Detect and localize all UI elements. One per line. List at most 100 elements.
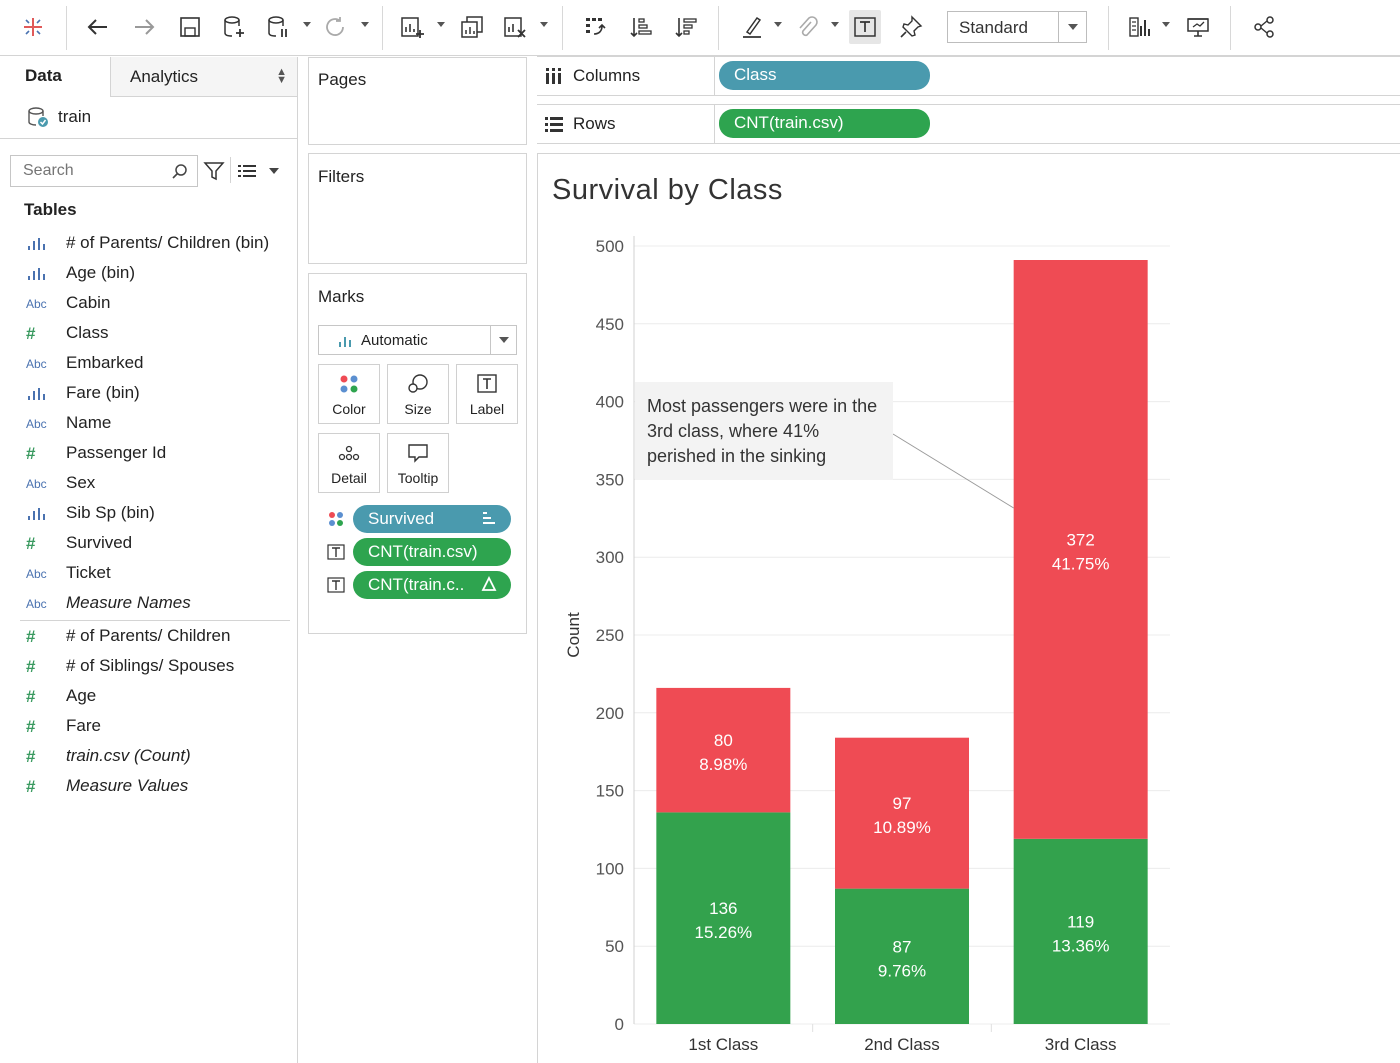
field-label: Survived <box>66 533 133 552</box>
save-icon[interactable] <box>174 10 206 44</box>
swap-rows-columns-icon[interactable] <box>579 10 611 44</box>
field-label: Fare (bin) <box>66 383 140 402</box>
class-column-pill-label: Class <box>734 65 777 84</box>
bin-field-icon <box>26 265 56 283</box>
search-input[interactable] <box>23 162 163 180</box>
field-search[interactable] <box>10 155 198 187</box>
field-item[interactable]: # Measure Values <box>0 771 297 801</box>
field-item[interactable]: Abc Ticket <box>0 558 297 588</box>
tooltip-button[interactable]: Tooltip <box>387 433 449 493</box>
class-column-pill[interactable]: Class <box>719 61 930 90</box>
clear-sheet-icon[interactable] <box>499 10 531 44</box>
refresh-icon[interactable] <box>319 10 351 44</box>
bar-mark-icon <box>339 337 351 347</box>
number-field-icon: # <box>26 657 36 676</box>
datasource-item[interactable]: train <box>0 97 297 139</box>
data-pane: Data Analytics ▲▼ train Tables # of Pare… <box>0 57 298 1063</box>
list-view-icon[interactable] <box>236 161 258 183</box>
columns-shelf[interactable]: Columns Class <box>537 56 1400 96</box>
pause-updates-icon[interactable] <box>262 10 294 44</box>
survived-pill-label: Survived <box>368 509 435 528</box>
label-icon <box>327 577 345 593</box>
presentation-mode-icon[interactable] <box>1182 10 1214 44</box>
color-icon <box>329 512 343 526</box>
size-button[interactable]: Size <box>387 364 449 424</box>
field-item[interactable]: # Passenger Id <box>0 438 297 468</box>
show-me-icon[interactable] <box>1124 10 1156 44</box>
bar-chart: 0 50 100 150 200 250 300 350 400 450 500 Count 136 15… <box>564 236 1170 1054</box>
chevron-down-icon[interactable] <box>269 168 279 174</box>
field-item[interactable]: # Age <box>0 681 297 711</box>
tableau-logo-icon[interactable] <box>17 10 49 44</box>
undo-icon[interactable] <box>82 10 114 44</box>
percent-label-pill-text: CNT(train.c.. <box>368 575 465 594</box>
label-label: Label <box>469 401 505 417</box>
field-item[interactable]: Fare (bin) <box>0 378 297 408</box>
chart-annotation[interactable]: Most passengers were in the 3rd class, w… <box>635 382 893 480</box>
field-item[interactable]: Abc Embarked <box>0 348 297 378</box>
field-item[interactable]: # Fare <box>0 711 297 741</box>
filter-icon[interactable] <box>203 160 225 182</box>
columns-shelf-header: Columns <box>537 57 715 95</box>
field-item[interactable]: # # of Siblings/ Spouses <box>0 651 297 681</box>
marks-card: Marks Automatic Color Size Label Detail … <box>308 273 527 634</box>
tables-header: Tables <box>24 200 77 219</box>
tab-analytics-label: Analytics <box>130 67 199 86</box>
x-tick-label: 1st Class <box>688 1035 758 1054</box>
bin-field-icon <box>26 235 56 253</box>
field-item[interactable]: Age (bin) <box>0 258 297 288</box>
size-icon <box>408 374 428 393</box>
share-icon[interactable] <box>1248 10 1280 44</box>
tab-data[interactable]: Data <box>25 66 62 85</box>
field-label: Measure Values <box>66 776 189 795</box>
group-icon[interactable] <box>791 10 823 44</box>
pin-axis-icon[interactable] <box>895 10 927 44</box>
marks-pill-row: CNT(train.csv) <box>327 538 517 566</box>
detail-button[interactable]: Detail <box>318 433 380 493</box>
survived-pill[interactable]: Survived <box>353 505 511 533</box>
y-tick-label: 350 <box>596 470 624 489</box>
search-icon <box>172 164 187 179</box>
chevron-down-icon <box>1058 12 1086 42</box>
field-label: Name <box>66 413 112 432</box>
new-worksheet-icon[interactable] <box>396 10 428 44</box>
field-item[interactable]: Abc Cabin <box>0 288 297 318</box>
label-button[interactable]: Label <box>456 364 518 424</box>
rows-shelf-header: Rows <box>537 105 715 143</box>
highlight-icon[interactable] <box>736 10 768 44</box>
show-mark-labels-icon[interactable] <box>849 10 881 44</box>
y-tick-label: 400 <box>596 393 624 412</box>
bar-segment <box>656 687 791 813</box>
field-item[interactable]: # train.csv (Count) <box>0 741 297 771</box>
field-item[interactable]: Abc Sex <box>0 468 297 498</box>
count-label-pill[interactable]: CNT(train.csv) <box>353 538 511 566</box>
percent-label-pill[interactable]: CNT(train.c.. <box>353 571 511 599</box>
rows-shelf[interactable]: Rows CNT(train.csv) <box>537 104 1400 144</box>
add-datasource-icon[interactable] <box>218 10 250 44</box>
field-item[interactable]: # of Parents/ Children (bin) <box>0 228 297 258</box>
field-item[interactable]: Abc Name <box>0 408 297 438</box>
field-item[interactable]: # Survived <box>0 528 297 558</box>
field-item[interactable]: Sib Sp (bin) <box>0 498 297 528</box>
bar-percent-label: 10.89% <box>873 818 931 837</box>
mark-type-dropdown[interactable]: Automatic <box>318 325 517 355</box>
filters-card[interactable]: Filters <box>308 153 527 264</box>
field-item[interactable]: # # of Parents/ Children <box>0 621 297 651</box>
bar-value-label: 119 <box>1067 912 1094 931</box>
field-label: # of Parents/ Children <box>66 626 231 645</box>
sort-ascending-icon[interactable] <box>625 10 657 44</box>
string-field-icon: Abc <box>26 417 47 431</box>
color-button[interactable]: Color <box>318 364 380 424</box>
y-tick-label: 0 <box>615 1015 624 1034</box>
field-item[interactable]: Abc Measure Names <box>0 588 297 618</box>
redo-icon[interactable] <box>128 10 160 44</box>
field-item[interactable]: # Class <box>0 318 297 348</box>
tab-analytics[interactable]: Analytics ▲ ▼ <box>110 57 297 97</box>
pages-card[interactable]: Pages <box>308 57 527 145</box>
duplicate-sheet-icon[interactable] <box>456 10 488 44</box>
fit-dropdown[interactable]: Standard <box>947 11 1087 43</box>
count-row-pill[interactable]: CNT(train.csv) <box>719 109 930 138</box>
number-field-icon: # <box>26 717 36 736</box>
y-axis-title: Count <box>564 612 583 658</box>
sort-descending-icon[interactable] <box>670 10 702 44</box>
